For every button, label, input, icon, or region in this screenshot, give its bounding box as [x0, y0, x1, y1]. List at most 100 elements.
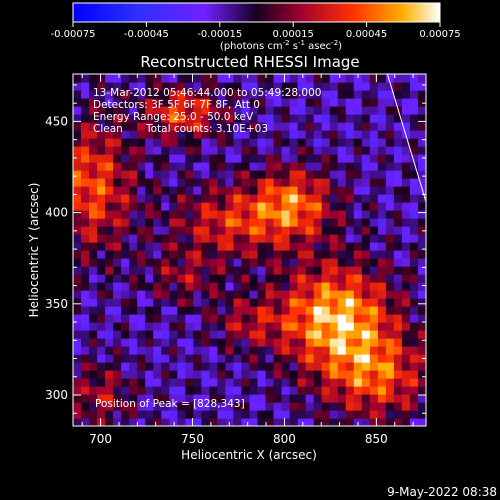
heatmap-cell	[137, 346, 146, 355]
heatmap-cell	[369, 106, 379, 115]
heatmap-cell	[401, 386, 411, 395]
heatmap-cell	[73, 90, 82, 99]
heatmap-cell	[393, 170, 403, 179]
heatmap-cell	[97, 106, 106, 115]
heatmap-cell	[353, 242, 363, 251]
heatmap-cell	[417, 410, 426, 419]
heatmap-cell	[97, 306, 106, 315]
heatmap-cell	[89, 90, 98, 99]
heatmap-cell	[161, 282, 170, 291]
annotation-detectors: Detectors: 3F 5F 6F 7F 8F, Att 0	[93, 99, 260, 111]
heatmap-cell	[241, 218, 251, 227]
heatmap-cell	[177, 402, 186, 411]
heatmap-cell	[89, 346, 98, 355]
heatmap-cell	[169, 370, 178, 379]
heatmap-cell	[209, 402, 219, 411]
heatmap-cell	[225, 370, 235, 379]
heatmap-cell	[377, 98, 387, 107]
heatmap-cell	[169, 106, 178, 115]
heatmap-cell	[201, 330, 210, 339]
heatmap-cell	[185, 290, 194, 299]
heatmap-cell	[329, 178, 339, 187]
heatmap-cell	[97, 362, 106, 371]
heatmap-cell	[249, 338, 259, 347]
heatmap-cell	[225, 170, 235, 179]
heatmap-cell	[225, 266, 235, 275]
heatmap-cell	[217, 354, 227, 363]
heatmap-cell	[97, 178, 106, 187]
heatmap-cell	[337, 242, 347, 251]
heatmap-cell	[281, 242, 291, 251]
heatmap-cell	[233, 138, 243, 147]
heatmap-cell	[369, 74, 379, 83]
heatmap-cell	[265, 362, 275, 371]
heatmap-cell	[409, 386, 419, 395]
heatmap-cell	[249, 82, 259, 91]
heatmap-cell	[377, 218, 387, 227]
heatmap-cell	[321, 282, 331, 291]
heatmap-cell	[377, 178, 387, 187]
heatmap-cell	[401, 378, 411, 387]
heatmap-cell	[369, 202, 379, 211]
heatmap-cell	[353, 354, 363, 363]
heatmap-cell	[313, 170, 323, 179]
heatmap-cell	[217, 362, 227, 371]
heatmap-cell	[417, 378, 426, 387]
heatmap-cell	[161, 226, 170, 235]
heatmap-cell	[289, 386, 299, 395]
heatmap-cell	[129, 266, 138, 275]
heatmap-cell	[193, 226, 202, 235]
heatmap-cell	[81, 154, 90, 163]
heatmap-cell	[193, 322, 202, 331]
heatmap-cell	[185, 218, 194, 227]
heatmap-cell	[113, 290, 122, 299]
heatmap-cell	[337, 410, 347, 419]
heatmap-cell	[121, 242, 130, 251]
heatmap-cell	[417, 266, 426, 275]
heatmap-cell	[73, 210, 82, 219]
heatmap-cell	[417, 298, 426, 307]
heatmap-cell	[345, 218, 355, 227]
heatmap-cell	[153, 370, 162, 379]
heatmap-cell	[241, 378, 251, 387]
heatmap-cell	[89, 226, 98, 235]
heatmap-cell	[401, 90, 411, 99]
heatmap-cell	[129, 90, 138, 99]
heatmap-cell	[113, 218, 122, 227]
heatmap-cell	[249, 298, 259, 307]
heatmap-cell	[281, 298, 291, 307]
heatmap-cell	[385, 98, 395, 107]
heatmap-cell	[273, 306, 283, 315]
heatmap-cell	[337, 226, 347, 235]
heatmap-cell	[385, 266, 395, 275]
heatmap-cell	[121, 418, 130, 426]
heatmap-cell	[409, 346, 419, 355]
heatmap-cell	[137, 386, 146, 395]
heatmap-cell	[169, 282, 178, 291]
heatmap-cell	[369, 138, 379, 147]
heatmap-cell	[369, 410, 379, 419]
heatmap-cell	[321, 162, 331, 171]
heatmap-cell	[185, 138, 194, 147]
heatmap-cell	[305, 354, 315, 363]
heatmap-cell	[329, 162, 339, 171]
heatmap-cell	[417, 82, 426, 91]
heatmap-cell	[249, 250, 259, 259]
heatmap-cell	[385, 178, 395, 187]
heatmap-cell	[257, 322, 267, 331]
heatmap-cell	[321, 90, 331, 99]
heatmap-cell	[113, 210, 122, 219]
heatmap-cell	[217, 242, 227, 251]
heatmap-cell	[265, 194, 275, 203]
heatmap-cell	[97, 338, 106, 347]
heatmap-cell	[377, 186, 387, 195]
heatmap-cell	[249, 154, 259, 163]
heatmap-cell	[305, 314, 315, 323]
heatmap-cell	[313, 178, 323, 187]
heatmap-cell	[193, 162, 202, 171]
heatmap-cell	[201, 130, 210, 139]
heatmap-cell	[281, 306, 291, 315]
heatmap-cell	[73, 154, 82, 163]
heatmap-cell	[337, 146, 347, 155]
heatmap-cell	[353, 82, 363, 91]
